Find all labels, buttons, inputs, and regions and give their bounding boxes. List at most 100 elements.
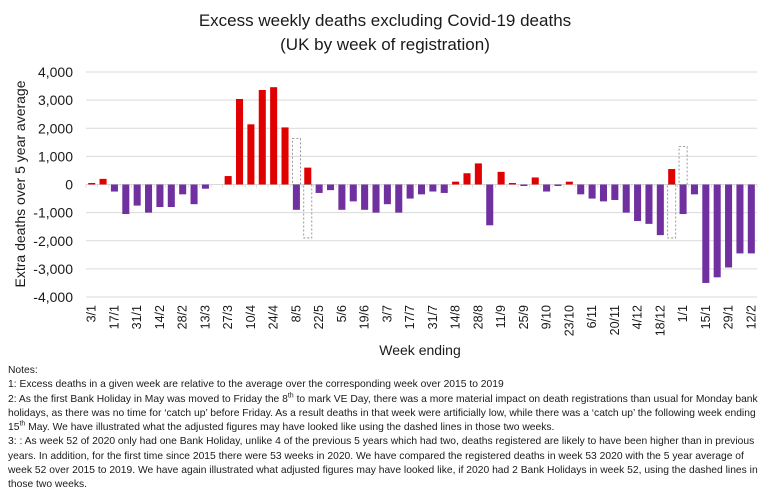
bar-20-11 xyxy=(611,184,619,200)
bar-5-2 xyxy=(736,184,744,254)
x-tick-label: 17/7 xyxy=(403,305,417,329)
bar-18-9 xyxy=(508,183,517,185)
x-tick-label: 27/3 xyxy=(221,305,235,329)
bar-18-12 xyxy=(656,184,664,236)
adjusted-bar-1-1 xyxy=(678,146,688,185)
x-tick-label: 15/1 xyxy=(699,305,713,329)
bar-21-8 xyxy=(463,173,471,185)
bar-3-4 xyxy=(236,99,244,185)
adjusted-bar-15-5 xyxy=(303,184,313,239)
bar-10-1 xyxy=(99,178,107,185)
y-tick-label: 4,000 xyxy=(38,64,73,80)
bar-4-9 xyxy=(486,184,494,226)
x-axis-title: Week ending xyxy=(379,342,460,358)
y-tick-label: -3,000 xyxy=(33,261,73,277)
bar-27-11 xyxy=(622,184,630,213)
adjusted-dashed-bars xyxy=(291,137,688,239)
adjusted-bar-25-12 xyxy=(667,184,677,239)
bar-25-12 xyxy=(668,169,676,185)
y-tick-label: -4,000 xyxy=(33,289,73,305)
bar-1-1 xyxy=(679,184,687,215)
bar-12-2 xyxy=(747,184,755,254)
y-tick-label: 0 xyxy=(65,177,73,193)
chart-subtitle: (UK by week of registration) xyxy=(280,35,490,54)
bar-11-12 xyxy=(645,184,653,224)
bar-4-12 xyxy=(634,184,642,222)
bar-6-3 xyxy=(190,184,198,205)
bar-14-2 xyxy=(156,184,164,207)
bar-12-6 xyxy=(349,184,357,202)
bar-7-8 xyxy=(440,184,448,193)
bar-30-10 xyxy=(577,184,585,195)
x-tick-label: 13/3 xyxy=(198,305,212,329)
x-tick-label: 31/1 xyxy=(130,305,144,329)
x-tick-label: 11/9 xyxy=(494,305,508,328)
bar-15-5 xyxy=(304,167,312,185)
y-axis-title: Extra deaths over 5 year average xyxy=(12,80,28,287)
x-tick-label: 25/9 xyxy=(517,305,531,329)
x-tick-label: 17/1 xyxy=(107,305,121,329)
x-tick-label: 3/1 xyxy=(85,305,99,322)
notes-heading: Notes: xyxy=(8,365,38,376)
bar-17-1 xyxy=(110,184,118,192)
y-tick-label: 2,000 xyxy=(38,120,73,136)
note-1: 1: Excess deaths in a given week are rel… xyxy=(8,379,504,391)
bar-24-4 xyxy=(270,87,278,185)
x-tick-label: 23/10 xyxy=(562,305,576,336)
bar-28-2 xyxy=(179,184,187,195)
bar-19-6 xyxy=(361,184,369,210)
x-tick-label: 29/1 xyxy=(722,305,736,329)
x-tick-label: 28/8 xyxy=(471,305,485,329)
note-2-superscript: th xyxy=(19,420,26,428)
bar-31-1 xyxy=(133,184,141,206)
notes: Notes: 1: Excess deaths in a given week … xyxy=(8,364,764,493)
x-axis-ticks: 3/1 17/1 31/1 14/2 28/2 13/3 27/3 10/4 24/4 8/5 22… xyxy=(85,305,759,336)
bar-17-7 xyxy=(406,184,414,199)
bar-17-4 xyxy=(258,90,266,185)
bar-10-4 xyxy=(247,124,255,185)
bar-29-5 xyxy=(326,184,335,191)
x-tick-label: 9/10 xyxy=(540,305,554,329)
x-tick-label: 14/8 xyxy=(449,305,463,329)
bar-8-5 xyxy=(292,184,300,210)
bar-3-1 xyxy=(88,183,96,185)
x-tick-label: 18/12 xyxy=(653,305,667,336)
bar-3-7 xyxy=(383,184,391,205)
bar-1-5 xyxy=(281,127,289,185)
bar-11-9 xyxy=(497,171,505,185)
x-tick-label: 14/2 xyxy=(153,305,167,329)
bar-13-11 xyxy=(599,184,607,202)
x-tick-label: 10/4 xyxy=(244,305,258,329)
bar-8-1 xyxy=(690,184,698,195)
bar-chart: 4,000 3,000 2,000 1,000 0 -1,000 -2,000 -3,000 -… xyxy=(12,64,759,358)
note-2-superscript: th xyxy=(287,392,294,400)
note-2-text-c: May. We have illustrated what the adjust… xyxy=(25,422,555,434)
bar-16-10 xyxy=(554,184,562,186)
x-tick-label: 5/6 xyxy=(335,305,349,322)
x-tick-label: 4/12 xyxy=(631,305,645,329)
bar-6-11 xyxy=(588,184,596,199)
bar-22-1 xyxy=(713,184,721,278)
y-axis-ticks: 4,000 3,000 2,000 1,000 0 -1,000 -2,000 -3,000 -… xyxy=(33,64,73,305)
bar-5-6 xyxy=(338,184,346,210)
bar-23-10 xyxy=(565,181,573,185)
bar-26-6 xyxy=(372,184,380,213)
x-tick-label: 20/11 xyxy=(608,305,622,335)
bar-29-1 xyxy=(725,184,733,268)
note-3: 3: : As week 52 of 2020 only had one Ban… xyxy=(8,436,758,491)
bar-15-1 xyxy=(702,184,710,283)
bar-7-2 xyxy=(145,184,153,213)
bar-2-10 xyxy=(531,177,539,185)
x-tick-label: 31/7 xyxy=(426,305,440,329)
x-tick-label: 12/2 xyxy=(744,305,758,329)
bar-28-8 xyxy=(474,163,482,185)
bar-13-3 xyxy=(201,184,209,189)
x-tick-label: 24/4 xyxy=(267,305,281,329)
bars xyxy=(88,87,755,283)
bar-24-7 xyxy=(417,184,426,195)
bar-22-5 xyxy=(315,184,323,193)
y-tick-label: 1,000 xyxy=(38,148,73,164)
bar-25-9 xyxy=(520,184,528,186)
chart-title: Excess weekly deaths excluding Covid-19 … xyxy=(198,11,572,30)
note-2-text-b: to mark VE Day, there was a more materia… xyxy=(8,393,758,434)
